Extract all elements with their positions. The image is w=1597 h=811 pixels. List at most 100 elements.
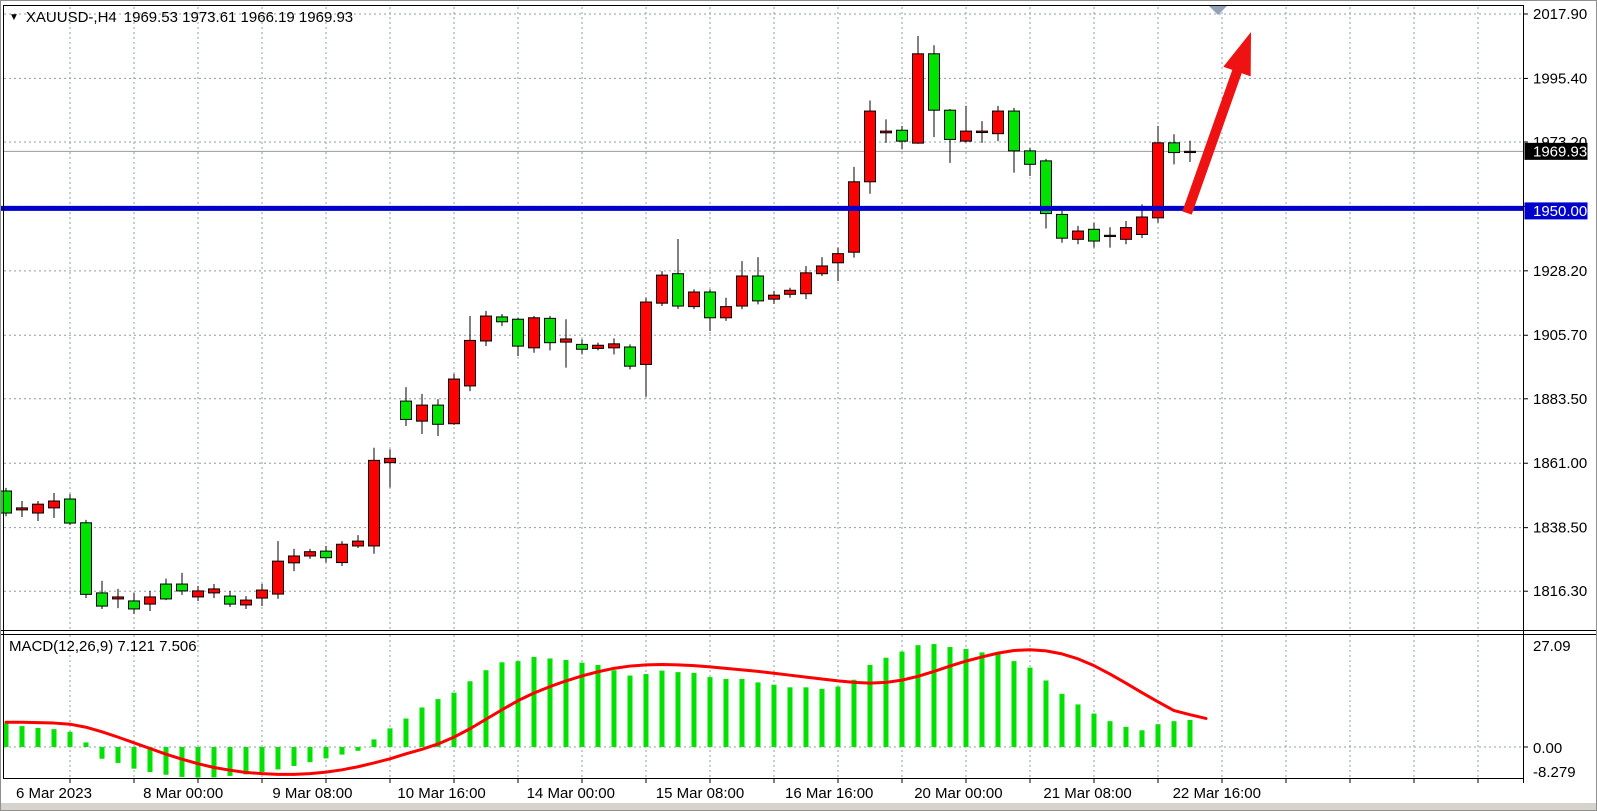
indicator-label: MACD(12,26,9) 7.121 7.506 [9, 638, 197, 655]
indicator-axis-label: 27.09 [1533, 638, 1571, 655]
macd-histogram-bar [947, 647, 953, 747]
macd-histogram-bar [499, 662, 505, 747]
macd-histogram-bar [1139, 730, 1145, 747]
time-axis-label: 22 Mar 16:00 [1173, 785, 1261, 802]
candle-bull [112, 596, 124, 600]
macd-histogram-bar [467, 681, 473, 747]
symbol-dropdown-icon[interactable]: ▼ [9, 11, 19, 23]
candle-bull [608, 343, 620, 349]
macd-histogram-bar [867, 664, 873, 747]
macd-histogram-bar [931, 644, 937, 747]
macd-histogram-bar [995, 652, 1001, 747]
candle-bull [272, 560, 284, 595]
macd-histogram-bar [387, 728, 393, 747]
macd-histogram-bar [371, 739, 377, 747]
candle-bull [960, 130, 972, 142]
candle-bull [336, 543, 348, 564]
candle-bull [192, 590, 204, 598]
trend-arrow-head[interactable] [1223, 32, 1251, 77]
price-axis-label: 1838.50 [1533, 520, 1587, 537]
candle-bear [1, 490, 12, 514]
candle-bull [864, 110, 876, 183]
candle-bull [416, 404, 428, 422]
candle-bull [592, 344, 604, 349]
candle-bear [944, 109, 956, 140]
candle-bear [1056, 213, 1068, 239]
macd-histogram-bar [3, 723, 9, 747]
macd-signal-line [4, 648, 1208, 776]
candle-bull [288, 555, 300, 564]
macd-histogram-bar [579, 662, 585, 747]
candle-bull [640, 301, 652, 365]
candle-bear [512, 318, 524, 347]
macd-histogram-bar [515, 661, 521, 747]
indicator-axis-label: -8.279 [1533, 764, 1576, 781]
macd-histogram-bar [19, 726, 25, 747]
candle-bull [384, 457, 396, 464]
candle-bull [528, 317, 540, 349]
candle-bear [96, 592, 108, 607]
macd-histogram-bar [691, 672, 697, 747]
macd-histogram-bar [131, 747, 137, 769]
macd-histogram-bar [1059, 693, 1065, 747]
time-marker-triangle-icon[interactable] [1209, 6, 1227, 15]
candle-bear [320, 550, 332, 559]
candle-bull [784, 289, 796, 295]
macd-histogram-bar [483, 670, 489, 747]
candle-bear [64, 498, 76, 524]
candle-bear [224, 595, 236, 605]
macd-histogram-bar [163, 747, 169, 775]
candle-bear [496, 316, 508, 323]
macd-histogram-bar [99, 747, 105, 759]
candle-bull [1120, 227, 1132, 240]
macd-histogram-bar [339, 747, 345, 755]
candle-bear [672, 273, 684, 307]
macd-histogram-bar [67, 731, 73, 747]
candle-bull [1184, 150, 1196, 154]
macd-histogram-bar [355, 747, 361, 751]
price-axis-label: 2017.90 [1533, 6, 1587, 23]
macd-histogram-bar [739, 678, 745, 747]
price-axis-label: 1995.40 [1533, 70, 1587, 87]
macd-histogram-bar [883, 657, 889, 747]
macd-histogram-bar [35, 728, 41, 747]
time-axis-label: 9 Mar 08:00 [272, 785, 352, 802]
macd-histogram-bar [259, 747, 265, 773]
macd-histogram-bar [723, 678, 729, 747]
macd-histogram-bar [243, 747, 249, 775]
macd-histogram-bar [627, 675, 633, 747]
candle-bull [1072, 230, 1084, 240]
candle-bull [656, 274, 668, 304]
symbol-timeframe: XAUUSD-,H4 [25, 9, 117, 26]
candle-bull [16, 507, 28, 511]
macd-histogram-bar [1155, 724, 1161, 747]
bid-price-marker-label: 1969.93 [1533, 143, 1587, 160]
candle-bear [160, 583, 172, 600]
candle-bear [544, 317, 556, 344]
macd-histogram-bar [291, 747, 297, 766]
macd-histogram-bar [899, 651, 905, 747]
trend-arrow-shaft[interactable] [1182, 64, 1244, 215]
macd-histogram-bar [595, 664, 601, 747]
macd-histogram-bar [803, 687, 809, 747]
macd-histogram-bar [115, 747, 121, 763]
candle-bear [1040, 160, 1052, 215]
macd-histogram-bar [707, 677, 713, 747]
macd-histogram-bar [179, 747, 185, 778]
candle-bear [432, 404, 444, 425]
support-line-marker[interactable] [1524, 202, 1588, 220]
candle-bear [1088, 228, 1100, 242]
candle-bull [208, 588, 220, 594]
macd-histogram-bar [275, 747, 281, 770]
time-axis-label: 15 Mar 08:00 [656, 785, 744, 802]
time-axis-label: 20 Mar 00:00 [914, 785, 1002, 802]
macd-histogram-bar [771, 684, 777, 747]
macd-histogram-bar [451, 692, 457, 747]
candle-bear [576, 343, 588, 350]
macd-histogram-bar [851, 679, 857, 747]
candle-bear [624, 346, 636, 367]
macd-histogram-bar [979, 652, 985, 747]
